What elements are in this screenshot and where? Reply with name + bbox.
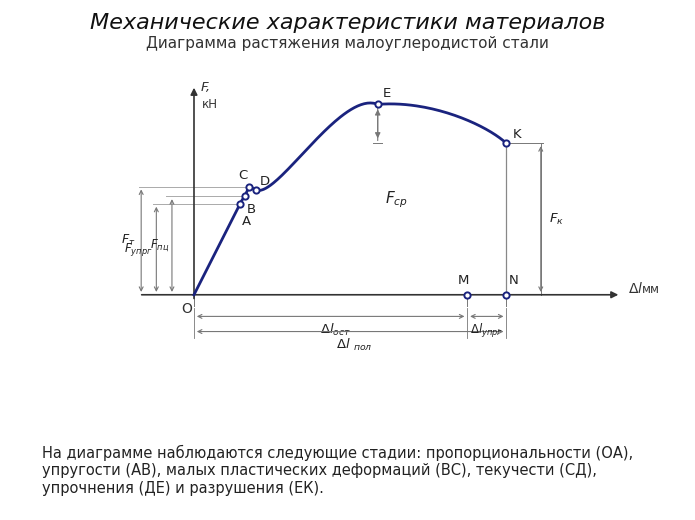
Text: B: B — [246, 203, 256, 216]
Text: $F_{пц}$: $F_{пц}$ — [150, 238, 170, 254]
Text: $F_{упрг}$: $F_{упрг}$ — [124, 241, 153, 258]
Text: $F_{ср}$: $F_{ср}$ — [384, 189, 407, 210]
Text: $\Delta l_{ост}$: $\Delta l_{ост}$ — [320, 322, 351, 338]
Text: M: M — [458, 274, 469, 287]
Text: O: O — [181, 302, 193, 316]
Text: N: N — [509, 274, 518, 287]
Text: E: E — [382, 87, 391, 100]
Text: K: K — [512, 128, 521, 141]
Text: C: C — [238, 169, 247, 182]
Text: Диаграмма растяжения малоуглеродистой стали: Диаграмма растяжения малоуглеродистой ст… — [146, 36, 549, 51]
Text: кН: кН — [202, 98, 218, 111]
Text: Механические характеристики материалов: Механические характеристики материалов — [90, 13, 605, 33]
Text: На диаграмме наблюдаются следующие стадии: пропорциональности (ОА),
упругости (А: На диаграмме наблюдаются следующие стади… — [42, 445, 633, 496]
Text: $F_к$: $F_к$ — [549, 212, 564, 227]
Text: A: A — [242, 215, 251, 228]
Text: D: D — [260, 175, 270, 188]
Text: $\Delta l$: $\Delta l$ — [628, 281, 644, 296]
Text: F,: F, — [200, 81, 211, 94]
Text: $\Delta l_{упрг}$: $\Delta l_{упрг}$ — [471, 322, 503, 340]
Text: мм: мм — [641, 283, 660, 296]
Text: $F_т$: $F_т$ — [121, 233, 136, 248]
Text: $\Delta l\ _{пол}$: $\Delta l\ _{пол}$ — [336, 337, 373, 353]
